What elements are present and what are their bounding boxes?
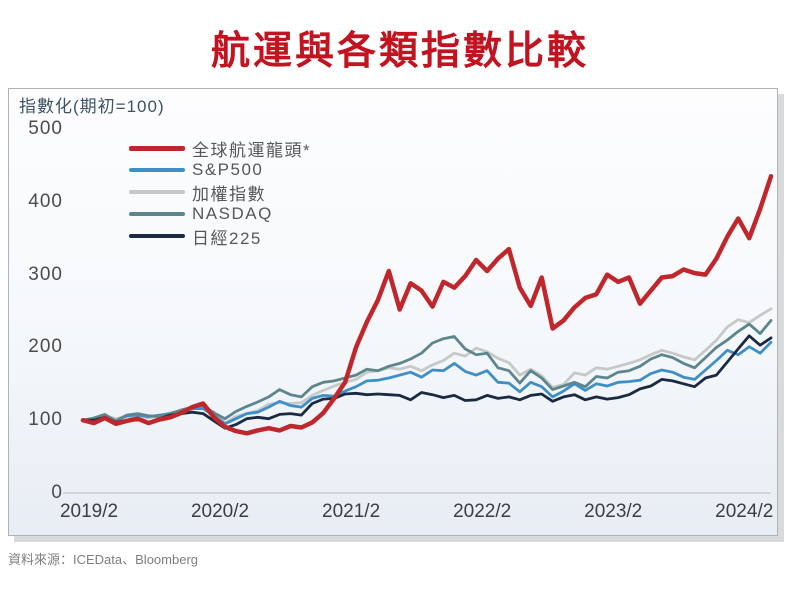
legend-label: NASDAQ bbox=[192, 204, 273, 223]
chart-legend: 全球航運龍頭* S&P500 加權指數 NASDAQ 日經225 bbox=[129, 137, 312, 248]
legend-label: 日經225 bbox=[192, 228, 262, 248]
y-axis-tick-label: 400 bbox=[28, 190, 63, 212]
legend-item-nasdaq: NASDAQ bbox=[129, 203, 311, 225]
plot-area bbox=[63, 174, 774, 494]
legend-line-swatch bbox=[129, 145, 185, 151]
axis-note: 指數化(期初=100) bbox=[19, 97, 165, 116]
legend-line-swatch bbox=[129, 190, 185, 194]
legend-label: 全球航運龍頭* bbox=[192, 140, 312, 160]
series-line-taiex bbox=[81, 307, 773, 425]
series-line-shipping-leader bbox=[80, 174, 774, 436]
y-axis-tick-label: 200 bbox=[28, 336, 63, 358]
legend-item-sp500: S&P500 bbox=[129, 159, 311, 181]
x-axis-tick-label: 2020/2 bbox=[190, 501, 250, 522]
legend-label: 加權指數 bbox=[192, 184, 266, 204]
x-axis-tick-label: 2019/2 bbox=[59, 501, 119, 522]
series-line-nikkei225 bbox=[81, 334, 773, 430]
legend-line-swatch bbox=[129, 168, 185, 172]
x-axis-tick-label: 2024/2 bbox=[715, 501, 774, 522]
legend-item-taiex: 加權指數 bbox=[129, 181, 311, 204]
y-axis-tick-label: 300 bbox=[28, 263, 63, 285]
legend-item-shipping-leader: 全球航運龍頭* bbox=[129, 137, 312, 160]
series-line-sp500 bbox=[81, 340, 773, 426]
legend-label: S&P500 bbox=[192, 160, 264, 179]
source-note: 資料來源：ICEData、Bloomberg bbox=[8, 552, 198, 567]
x-axis-tick-label: 2021/2 bbox=[322, 501, 381, 522]
legend-line-swatch bbox=[129, 234, 185, 238]
y-axis-tick-label: 500 bbox=[28, 118, 63, 139]
x-axis-tick-label: 2023/2 bbox=[584, 501, 643, 522]
chart-panel: 指數化(期初=100) 500 400 300 200 100 0 2019/2 2020/… bbox=[8, 88, 778, 536]
page-title: 航運與各類指數比較 bbox=[210, 30, 589, 73]
legend-item-nikkei225: 日經225 bbox=[129, 225, 311, 248]
legend-line-swatch bbox=[129, 212, 185, 216]
y-axis-tick-label: 0 bbox=[51, 482, 63, 503]
y-axis-tick-label: 100 bbox=[28, 409, 63, 431]
x-axis-tick-label: 2022/2 bbox=[453, 501, 512, 522]
